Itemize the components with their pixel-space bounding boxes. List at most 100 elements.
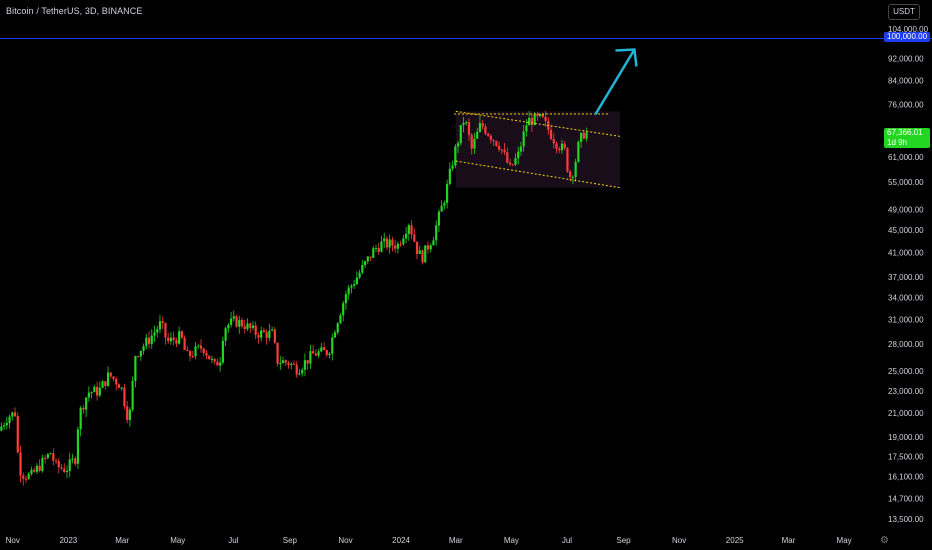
candle-body (68, 459, 71, 471)
time-tick-label: Mar (449, 536, 463, 545)
candle-body (251, 325, 255, 328)
candle-body (205, 353, 208, 356)
candle-body (235, 316, 238, 327)
price-tick-label: 14,700.00 (888, 495, 924, 504)
candle-body (350, 285, 353, 288)
price-tick-label: 45,000.00 (888, 226, 924, 235)
candle-body (117, 384, 121, 388)
price-tick-label: 84,000.00 (888, 76, 924, 85)
candle-body (35, 465, 39, 472)
candle-body (191, 356, 194, 358)
candle-body (541, 114, 544, 117)
candle-body (465, 122, 468, 124)
candle-body (104, 381, 107, 386)
candle-body (322, 347, 326, 351)
candle-body (426, 245, 430, 250)
candle-body (260, 330, 263, 338)
time-tick-label: May (837, 536, 852, 545)
candle-body (456, 143, 460, 147)
candle-body (435, 225, 438, 241)
candle-body (5, 422, 8, 426)
time-tick-label: 2024 (392, 536, 410, 545)
candle-body (402, 238, 405, 245)
candle-body (377, 248, 380, 252)
time-tick-label: Mar (782, 536, 796, 545)
candle-body (167, 337, 170, 342)
candle-body (238, 319, 241, 327)
candle-body (462, 122, 465, 125)
time-tick-label: Jul (562, 536, 572, 545)
candle-body (459, 124, 462, 144)
candle-body (429, 245, 432, 250)
time-tick-label: Sep (283, 536, 298, 545)
candle-body (312, 351, 315, 354)
candle-body (549, 129, 553, 140)
candle-body (24, 478, 28, 480)
candle-body (396, 243, 399, 249)
candle-body (538, 114, 542, 117)
price-tick-label: 37,000.00 (888, 273, 924, 282)
candle-body (394, 245, 397, 249)
candle-body (484, 126, 487, 134)
candle-body (569, 171, 572, 178)
candle-body (347, 287, 350, 295)
candle-body (336, 323, 339, 333)
candle-body (82, 407, 85, 410)
candle-body (582, 132, 585, 139)
candle-body (169, 337, 173, 342)
price-tick-label: 76,000.00 (888, 100, 924, 109)
candle-body (33, 469, 36, 472)
candle-body (571, 176, 575, 178)
candle-body (145, 337, 148, 347)
candle-body (525, 125, 528, 132)
candle-body (273, 329, 276, 343)
candle-body (528, 117, 531, 126)
candle-body (437, 211, 441, 226)
time-tick-label: Nov (338, 536, 352, 545)
candle-body (440, 205, 443, 212)
candle-body (262, 330, 265, 333)
candle-body (8, 416, 11, 423)
level-price-tag: 100,000.00 (884, 32, 931, 42)
candle-body (287, 362, 290, 365)
price-axis[interactable]: 104,000.00 92,000.00 84,000.00 76,000.00 61,… (888, 25, 929, 524)
candle-body (407, 225, 410, 234)
candle-body (358, 272, 361, 278)
candle-body (281, 360, 285, 364)
price-tick-label: 25,000.00 (888, 367, 924, 376)
candle-body (344, 294, 348, 304)
channel-box (455, 111, 620, 188)
time-axis[interactable]: Nov 2023 Mar May Jul Sep Nov 2024 Mar May Jul Sep No… (6, 536, 852, 545)
candle-body (224, 328, 227, 341)
candle-body (536, 114, 539, 117)
candle-body (150, 335, 153, 344)
candle-body (120, 387, 123, 389)
currency-button[interactable]: USDT (888, 4, 920, 20)
gear-icon[interactable]: ⚙ (880, 535, 889, 546)
candle-body (339, 315, 342, 324)
candle-body (574, 161, 577, 177)
time-tick-label: 2023 (59, 536, 77, 545)
candle-body (16, 416, 19, 453)
candle-body (134, 356, 137, 381)
candle-body (44, 457, 47, 459)
candle-body (492, 140, 495, 142)
candle-body (265, 332, 268, 338)
candle-body (60, 467, 63, 469)
candle-body (374, 248, 378, 250)
candle-body (533, 114, 536, 126)
candle-body (156, 329, 159, 333)
candle-body (131, 380, 134, 410)
candle-body (243, 326, 246, 329)
candle-body (41, 457, 44, 471)
candle-body (495, 141, 498, 146)
candle-body (142, 346, 145, 351)
candle-body (432, 240, 435, 246)
current-price-tag: 67,366.01 1d 9h (884, 128, 930, 148)
candle-body (186, 349, 189, 352)
time-tick-label: May (170, 536, 185, 545)
candle-body (63, 468, 66, 473)
candle-body (101, 381, 104, 388)
candle-body (52, 453, 55, 461)
